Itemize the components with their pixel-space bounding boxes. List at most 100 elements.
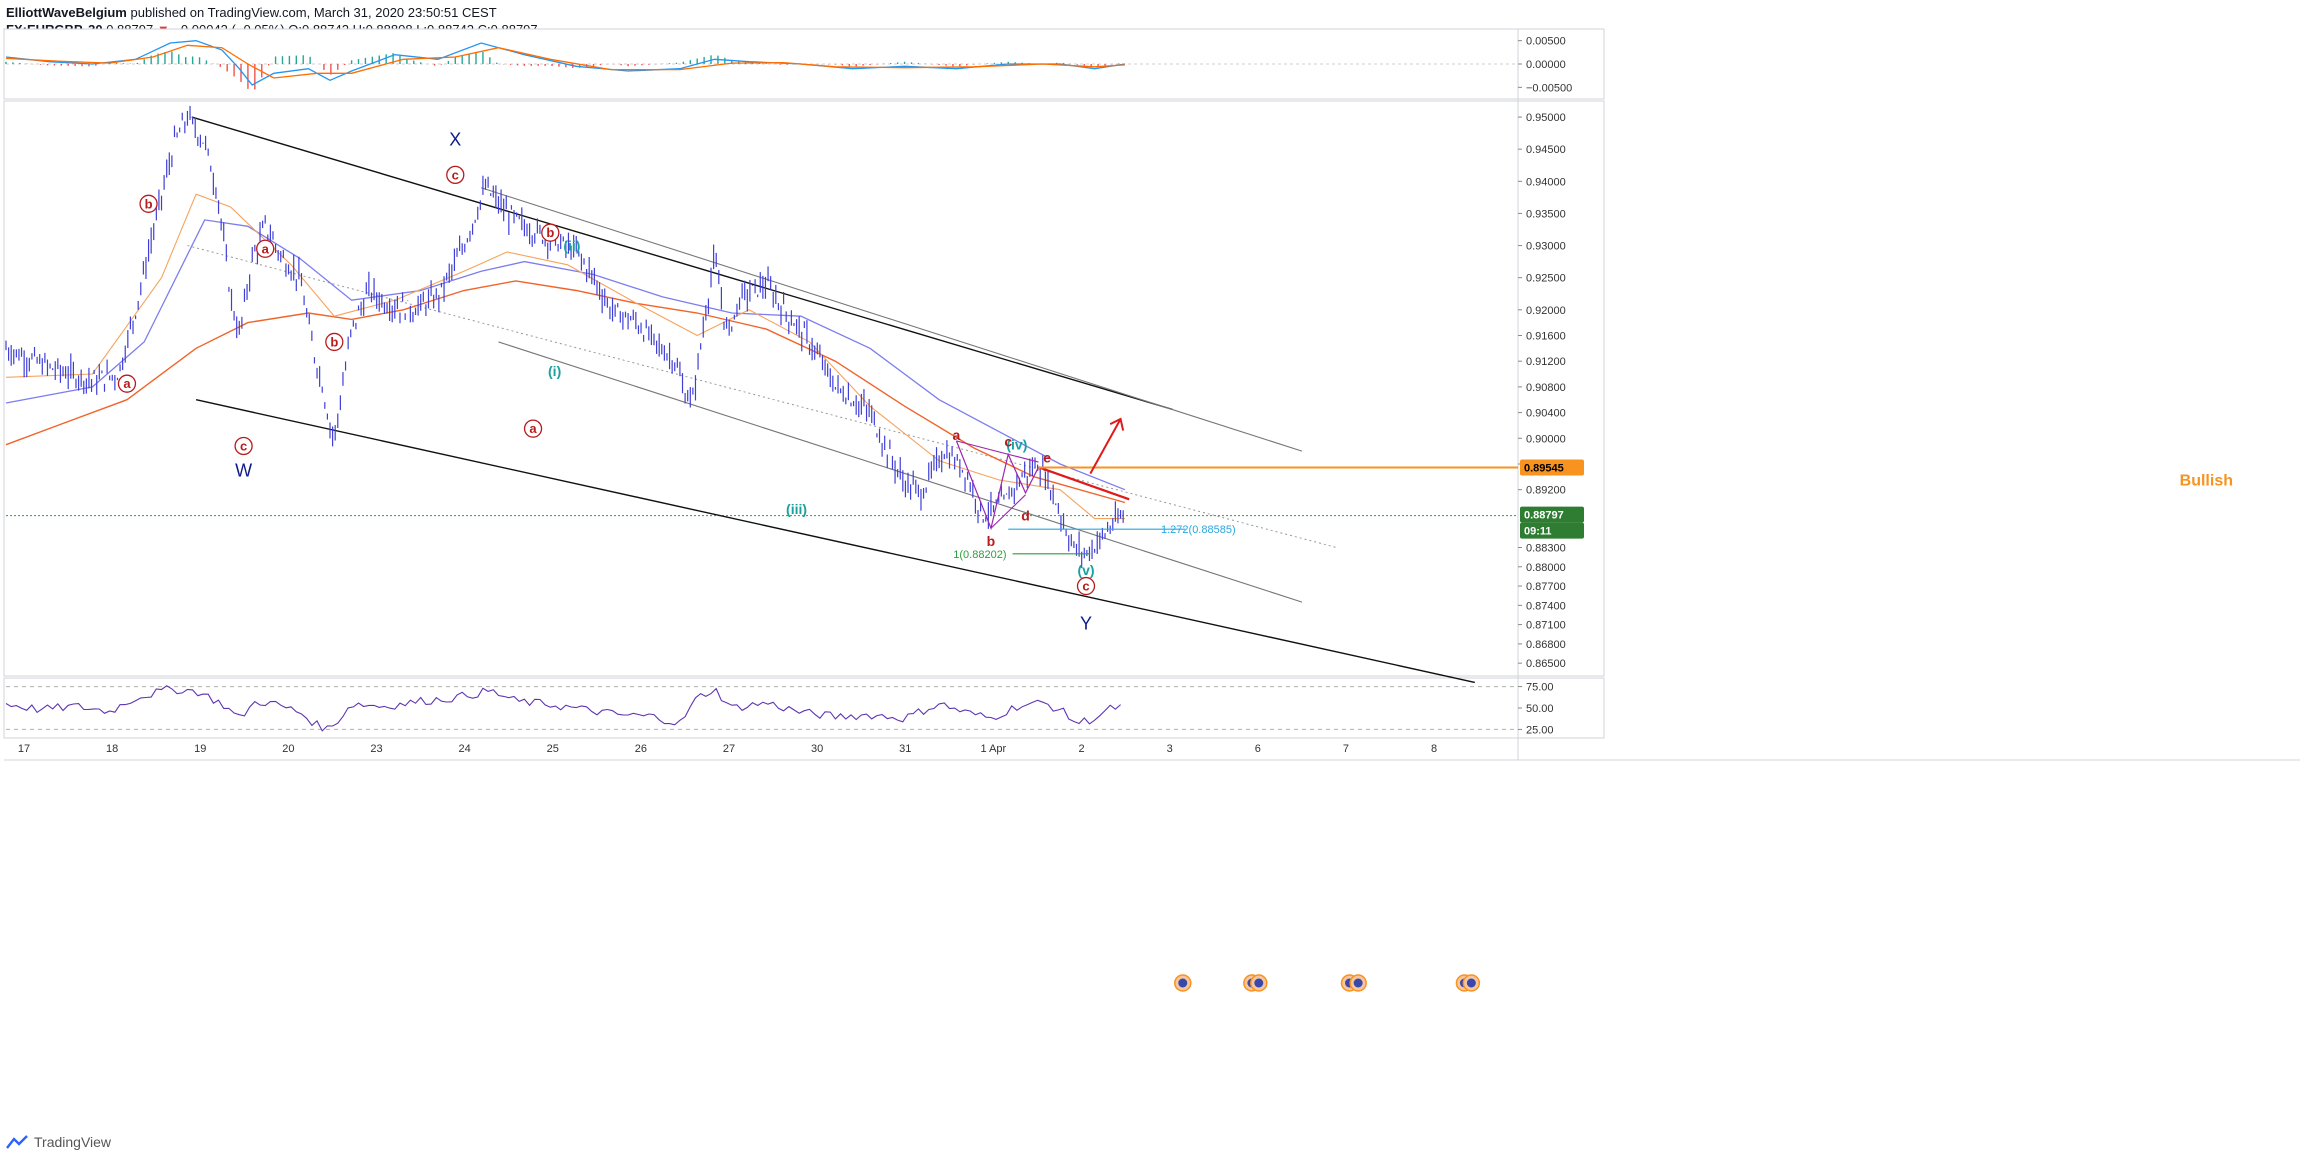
channel-upper-line[interactable] <box>191 116 1173 411</box>
axis-tick-label: 50.00 <box>1526 703 1554 715</box>
time-tick-label: 19 <box>194 743 206 755</box>
wave-label-X: X <box>449 130 461 150</box>
wave-label-(iii): (iii) <box>786 501 807 517</box>
bullish-price-badge[interactable] <box>1520 459 1584 476</box>
wave-label-c: c <box>1004 434 1012 450</box>
wave-label-a: a <box>953 427 961 443</box>
ma-fast-line[interactable] <box>5 193 1125 520</box>
macd-signal-line[interactable] <box>5 44 1125 79</box>
inner-channel-upper-line[interactable] <box>481 187 1303 452</box>
axis-tick-label: 0.94500 <box>1526 144 1566 156</box>
dotted-midline[interactable] <box>187 245 1337 548</box>
economic-event-icon-core <box>1353 978 1363 988</box>
axis-tick-label: 0.93500 <box>1526 208 1566 220</box>
axis-tick-label: 0.92000 <box>1526 305 1566 317</box>
economic-event-icon-core <box>1466 978 1476 988</box>
wave-label-(v): (v) <box>1077 562 1094 578</box>
axis-tick-label: 0.91600 <box>1526 330 1566 342</box>
brand-label: TradingView <box>34 1134 112 1150</box>
axis-tick-label: 25.00 <box>1526 724 1554 736</box>
economic-event-icon-core <box>1254 978 1264 988</box>
time-tick-label: 17 <box>18 743 30 755</box>
wave-label-W: W <box>235 460 252 480</box>
axis-tick-label: 0.88300 <box>1526 543 1566 555</box>
wave-label-b: b <box>330 334 338 349</box>
rsi-pane-frame <box>3 677 1605 739</box>
time-tick-label: 26 <box>635 743 647 755</box>
red-resistance-line[interactable] <box>1038 466 1130 501</box>
author-name[interactable]: ElliottWaveBelgium <box>6 5 127 20</box>
bullish-price-badge-text: 0.89545 <box>1524 463 1564 475</box>
axis-tick-label: 75.00 <box>1526 682 1554 694</box>
wave-label-circle <box>234 436 253 456</box>
bullish-arrow-shaft <box>1089 418 1122 475</box>
axis-tick-label: 0.92500 <box>1526 273 1566 285</box>
channel-lower-line[interactable] <box>195 399 1475 684</box>
rsi-line[interactable] <box>5 685 1121 732</box>
time-tick-label: 27 <box>723 743 735 755</box>
price-pane-frame <box>3 100 1605 677</box>
wave-label-(iv): (iv) <box>1006 437 1027 453</box>
time-tick-label: 8 <box>1431 743 1437 755</box>
macd-pane[interactable] <box>5 40 1518 90</box>
countdown-badge[interactable] <box>1520 522 1584 539</box>
wave-label-d: d <box>1021 507 1030 523</box>
wave-label-circle <box>541 223 560 242</box>
wave-label-(i): (i) <box>548 363 561 379</box>
axis-tick-label: 0.90800 <box>1526 382 1566 394</box>
bullish-label: Bullish <box>2180 473 2233 490</box>
wave-label-(ii): (ii) <box>563 238 580 254</box>
target-1-label: 1(0.88202) <box>953 549 1006 561</box>
countdown-badge-text: 09:11 <box>1524 526 1552 538</box>
current-price-badge-text: 0.88797 <box>1524 510 1564 522</box>
wave-label-circle <box>117 374 137 393</box>
axis-tick-label: 0.87400 <box>1526 600 1566 612</box>
wave-label-c: c <box>240 439 247 454</box>
wave-label-a: a <box>529 421 537 436</box>
triangle-upper-line[interactable] <box>956 440 1039 463</box>
economic-event-icon-core <box>1178 978 1188 988</box>
wave-label-c: c <box>1082 579 1089 594</box>
time-tick-label: 2 <box>1078 743 1084 755</box>
tradingview-logo-icon <box>6 1135 28 1149</box>
axis-tick-label: 0.94000 <box>1526 176 1566 188</box>
wave-label-circle <box>1076 576 1096 596</box>
wave-label-b: b <box>987 533 996 549</box>
wave-label-Y: Y <box>1080 613 1092 633</box>
axes: 0.95000 0.94500 0.94000 0.93500 0.93000 0.925… <box>18 36 1572 755</box>
axis-tick-label: 0.90400 <box>1526 408 1566 420</box>
triangle-lower-line[interactable] <box>990 494 1026 529</box>
axis-tick-label: 0.86800 <box>1526 639 1566 651</box>
wave-label-b: b <box>546 225 554 240</box>
wave-label-c: c <box>452 167 459 182</box>
wave-labels: X W Yc c c b a a b b a (ii) (i) (iii) (iv) (v) a b c d e <box>117 130 1096 633</box>
ma-slow-line[interactable] <box>5 280 1126 504</box>
time-tick-label: 23 <box>370 743 382 755</box>
wave-label-circle <box>139 194 158 213</box>
time-tick-label: 7 <box>1343 743 1349 755</box>
current-price-badge[interactable] <box>1520 506 1584 523</box>
time-tick-label: 20 <box>282 743 294 755</box>
axis-tick-label: 0.86500 <box>1526 658 1566 670</box>
rsi-pane[interactable] <box>5 685 1518 732</box>
published-text: published on TradingView.com, March 31, … <box>130 5 497 20</box>
axis-tick-label: 0.87700 <box>1526 581 1566 593</box>
axis-tick-label: −0.00500 <box>1526 82 1572 94</box>
price-pane[interactable] <box>5 105 1518 992</box>
axis-tick-label: 0.89200 <box>1526 485 1566 497</box>
macd-line[interactable] <box>5 40 1125 86</box>
axis-tick-label: 0.93000 <box>1526 241 1566 253</box>
ma-mid-line[interactable] <box>5 219 1126 491</box>
wave-label-e: e <box>1043 450 1051 466</box>
axis-tick-label: 0.00000 <box>1526 59 1566 71</box>
time-tick-label: 18 <box>106 743 118 755</box>
tradingview-footer[interactable]: TradingView <box>6 1134 111 1150</box>
wave-label-b: b <box>145 196 153 211</box>
target-1272-label: 1.272(0.88585) <box>1161 524 1236 536</box>
time-tick-label: 25 <box>547 743 559 755</box>
axis-tick-label: 0.87100 <box>1526 620 1566 632</box>
time-tick-label: 6 <box>1255 743 1261 755</box>
time-tick-label: 31 <box>899 743 911 755</box>
wave-label-a: a <box>262 241 270 256</box>
